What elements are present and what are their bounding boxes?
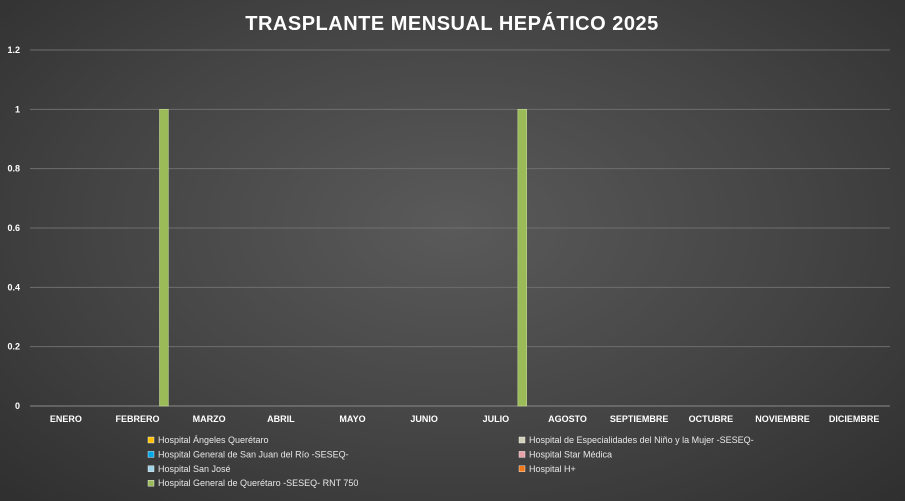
y-tick-label: 1.2	[7, 45, 20, 55]
x-tick-label: MARZO	[193, 414, 226, 424]
legend-swatch	[518, 451, 526, 458]
x-tick-label: OCTUBRE	[689, 414, 734, 424]
legend-swatch	[147, 465, 155, 472]
y-tick-label: 0.6	[7, 223, 20, 233]
x-tick-label: JULIO	[483, 414, 510, 424]
bar	[159, 109, 169, 407]
bar	[517, 109, 527, 407]
y-tick-label: 0.2	[7, 342, 20, 352]
legend-swatch	[147, 451, 155, 458]
y-tick-label: 0.8	[7, 164, 20, 174]
x-tick-label: FEBRERO	[115, 414, 159, 424]
legend-label: Hospital H+	[529, 464, 576, 474]
x-tick-label: NOVIEMBRE	[755, 414, 810, 424]
x-tick-label: JUNIO	[410, 414, 438, 424]
bars	[159, 109, 527, 407]
x-tick-label: SEPTIEMBRE	[610, 414, 669, 424]
legend-swatch	[147, 436, 155, 444]
x-tick-label: MAYO	[339, 414, 365, 424]
gridlines	[30, 49, 890, 407]
legend-label: Hospital Star Médica	[529, 449, 612, 459]
legend-label: Hospital Ángeles Querétaro	[158, 435, 269, 445]
legend-swatch	[518, 465, 526, 472]
legend-swatch	[147, 480, 155, 487]
legend-swatch	[518, 436, 526, 444]
x-axis-ticks: ENERO FEBRERO MARZO ABRIL MAYO JUNIO JULIO AGOS…	[50, 414, 880, 424]
legend: Hospital Ángeles Querétaro Hospital de Es…	[147, 435, 754, 488]
y-tick-label: 0.4	[7, 282, 20, 292]
legend-label: Hospital General de San Juan del Río -SE…	[158, 449, 349, 459]
legend-label: Hospital General de Querétaro -SESEQ- RN…	[158, 478, 358, 488]
x-tick-label: ABRIL	[267, 414, 295, 424]
legend-label: Hospital de Especialidades del Niño y la…	[529, 435, 754, 445]
y-axis-ticks: 0 0.2 0.4 0.6 0.8 1 1.2	[7, 45, 20, 411]
x-tick-label: AGOSTO	[548, 414, 587, 424]
y-tick-label: 0	[15, 401, 20, 411]
x-tick-label: ENERO	[50, 414, 82, 424]
chart-title: TRASPLANTE MENSUAL HEPÁTICO 2025	[245, 12, 658, 35]
legend-label: Hospital San José	[158, 464, 231, 474]
x-tick-label: DICIEMBRE	[829, 414, 880, 424]
y-tick-label: 1	[15, 104, 20, 114]
